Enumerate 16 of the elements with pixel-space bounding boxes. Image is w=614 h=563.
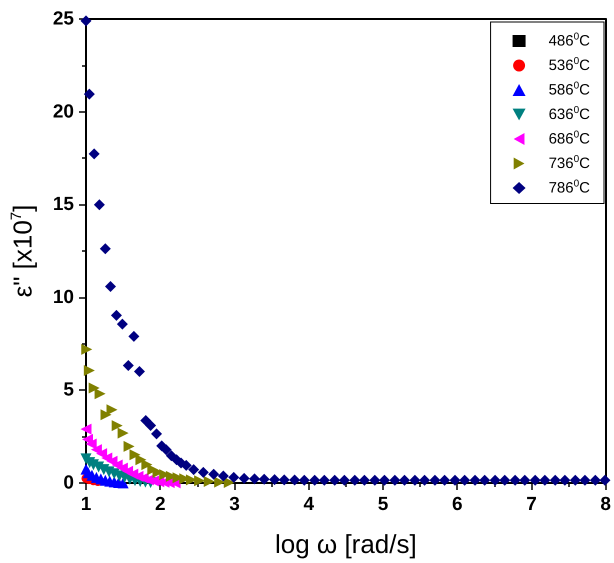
x-axis-title: log ω [rad/s] (275, 529, 417, 559)
x-tick-label: 7 (526, 494, 537, 515)
y-tick-label: 25 (52, 8, 74, 30)
x-tick-label: 1 (80, 494, 92, 515)
y-tick-label: 10 (52, 286, 74, 308)
x-tick-label: 8 (600, 494, 612, 515)
x-tick-label: 2 (154, 494, 166, 515)
x-tick-label: 6 (452, 494, 463, 515)
x-tick-label: 4 (303, 494, 314, 515)
x-tick-label: 3 (229, 494, 240, 515)
y-tick-label: 5 (63, 380, 74, 401)
y-tick-label: 0 (63, 472, 74, 494)
y-tick-label: 15 (52, 194, 74, 216)
y-axis-title: ε" [x107] (8, 204, 38, 298)
x-tick-label: 5 (378, 494, 389, 515)
y-tick-label: 20 (52, 101, 74, 122)
